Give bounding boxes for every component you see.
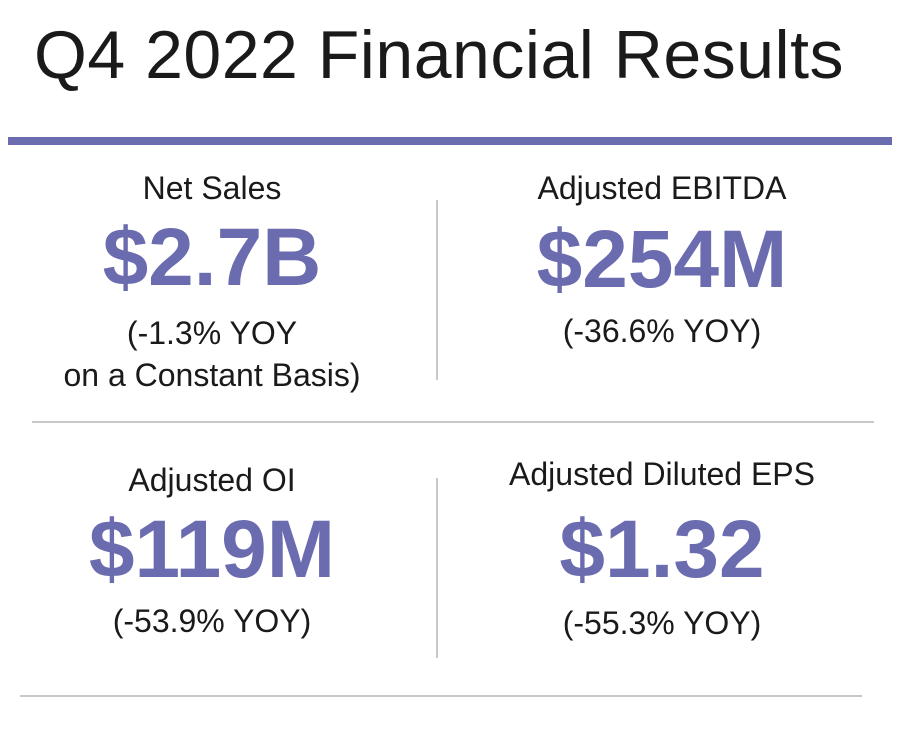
metric-label: Net Sales — [142, 170, 282, 206]
horizontal-divider-middle — [32, 421, 874, 423]
metric-value: $1.32 — [559, 504, 765, 595]
horizontal-divider-bottom — [20, 695, 862, 697]
vertical-divider-bottom — [436, 478, 438, 658]
metric-adjusted-diluted-eps: Adjusted Diluted EPS $1.32 (-55.3% YOY) — [458, 454, 866, 644]
metric-value: $254M — [536, 214, 788, 305]
metric-change: (-1.3% YOY — [126, 315, 298, 351]
page-title: Q4 2022 Financial Results — [34, 17, 845, 93]
metric-value: $2.7B — [102, 212, 322, 303]
metric-adjusted-ebitda: Adjusted EBITDA $254M (-36.6% YOY) — [458, 168, 866, 352]
metric-label: Adjusted Diluted EPS — [509, 456, 815, 492]
metric-value: $119M — [88, 504, 336, 595]
metric-label: Adjusted EBITDA — [537, 170, 787, 206]
metric-change: (-55.3% YOY) — [562, 605, 762, 641]
metric-change-note: on a Constant Basis) — [63, 357, 361, 393]
metric-label: Adjusted OI — [128, 462, 296, 498]
metric-change: (-36.6% YOY) — [562, 313, 762, 349]
metric-adjusted-oi: Adjusted OI $119M (-53.9% YOY) — [10, 460, 414, 642]
vertical-divider-top — [436, 200, 438, 380]
metric-net-sales: Net Sales $2.7B (-1.3% YOY on a Constant… — [10, 168, 414, 396]
metric-change: (-53.9% YOY) — [112, 603, 312, 639]
title-accent-rule — [8, 137, 892, 145]
